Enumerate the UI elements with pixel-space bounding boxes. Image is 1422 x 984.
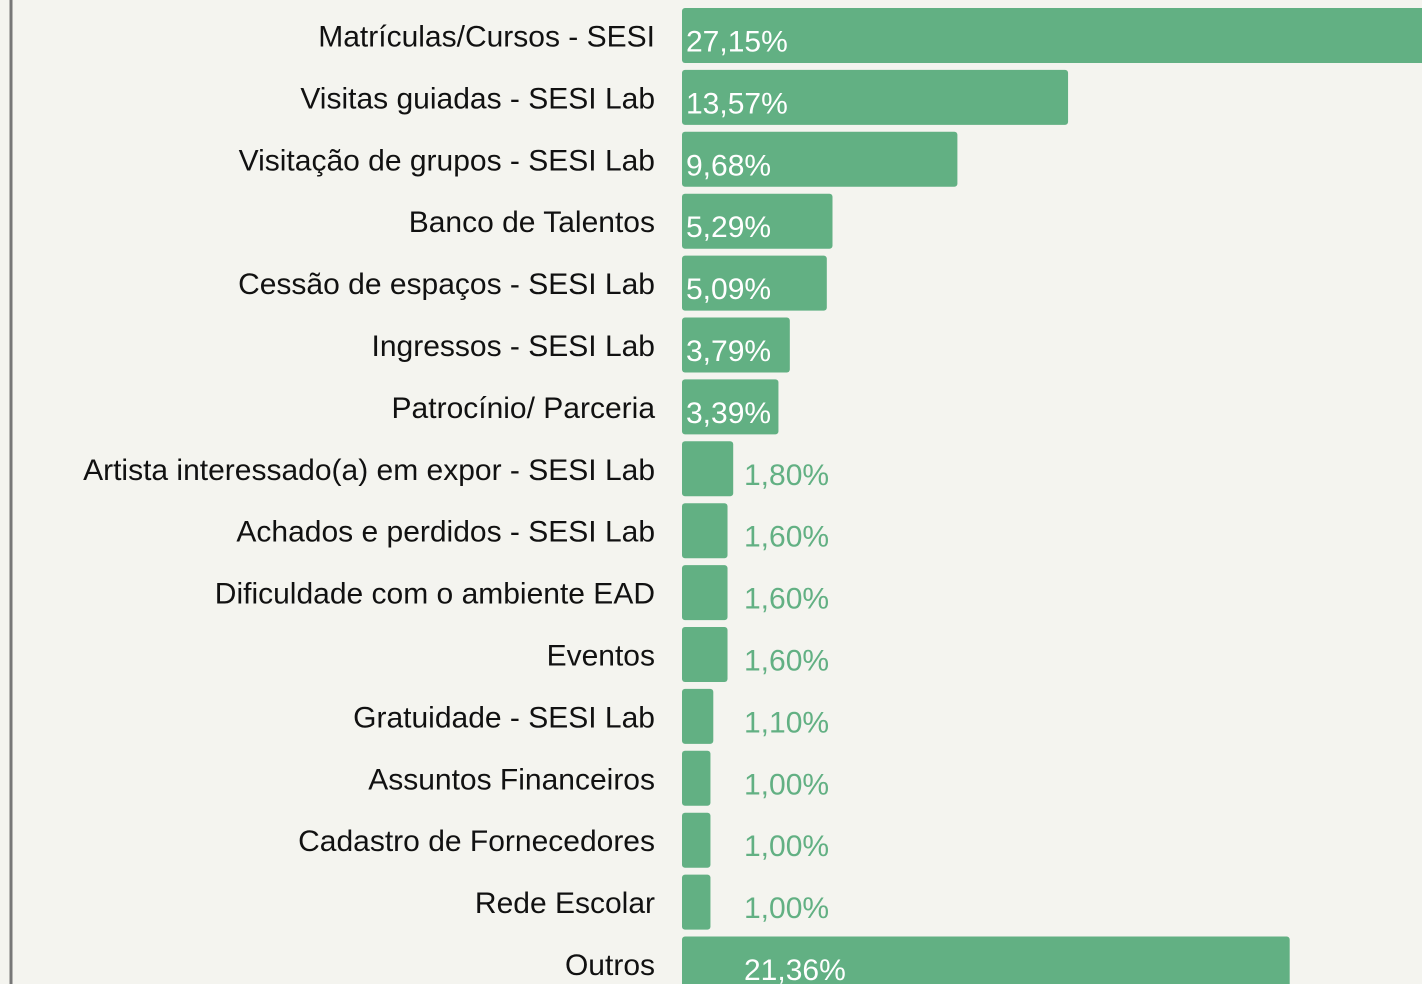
bar — [682, 936, 1290, 984]
category-label: Banco de Talentos — [409, 206, 655, 239]
category-label: Ingressos - SESI Lab — [372, 330, 655, 363]
value-label: 1,60% — [744, 583, 829, 616]
category-label: Artista interessado(a) em expor - SESI L… — [83, 454, 655, 487]
value-label: 1,10% — [744, 706, 829, 739]
category-label: Achados e perdidos - SESI Lab — [236, 516, 655, 549]
value-label: 27,15% — [686, 26, 788, 59]
category-label: Eventos — [547, 640, 655, 673]
bar — [682, 255, 827, 311]
value-label: 3,39% — [686, 397, 771, 430]
bar — [682, 379, 779, 435]
bar — [682, 688, 714, 744]
category-label: Visitação de grupos - SESI Lab — [239, 144, 655, 177]
value-label: 9,68% — [686, 149, 771, 182]
category-label: Cessão de espaços - SESI Lab — [238, 268, 655, 301]
category-label: Outros — [565, 949, 655, 982]
bar — [682, 565, 728, 621]
bar — [682, 69, 1069, 125]
value-label: 5,09% — [686, 273, 771, 306]
value-label: 5,29% — [686, 211, 771, 244]
value-label: 1,60% — [744, 645, 829, 678]
category-label: Patrocínio/ Parceria — [392, 392, 656, 425]
value-label: 21,36% — [744, 954, 846, 984]
value-label: 1,00% — [744, 892, 829, 925]
value-label: 13,57% — [686, 87, 788, 120]
category-label: Visitas guiadas - SESI Lab — [300, 82, 655, 115]
bar — [682, 131, 958, 187]
bar — [682, 193, 833, 249]
value-label: 1,00% — [744, 830, 829, 863]
category-label: Cadastro de Fornecedores — [298, 825, 655, 858]
category-label: Matrículas/Cursos - SESI — [318, 21, 655, 54]
bar — [682, 503, 728, 559]
category-label: Dificuldade com o ambiente EAD — [215, 578, 655, 611]
bar — [682, 812, 711, 868]
bar — [682, 874, 711, 930]
category-label: Rede Escolar — [475, 887, 655, 920]
value-label: 1,60% — [744, 521, 829, 554]
bar — [682, 750, 711, 806]
value-label: 1,80% — [744, 459, 829, 492]
bar — [682, 441, 734, 497]
bar — [682, 317, 790, 373]
value-label: 1,00% — [744, 768, 829, 801]
category-label: Gratuidade - SESI Lab — [353, 701, 655, 734]
bar — [682, 627, 728, 682]
bar — [682, 8, 1422, 63]
category-label: Assuntos Financeiros — [368, 763, 655, 796]
value-label: 3,79% — [686, 335, 771, 368]
